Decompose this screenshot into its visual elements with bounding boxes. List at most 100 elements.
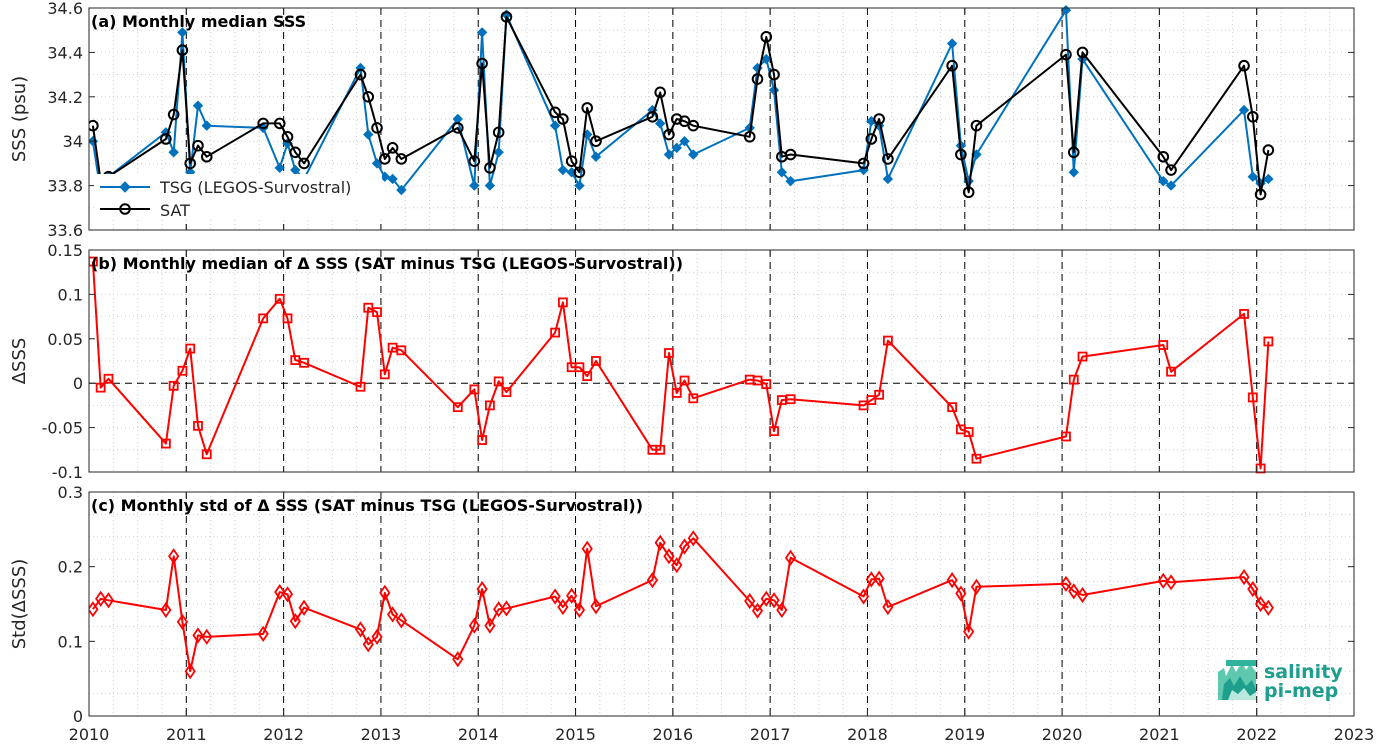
- data-point: [664, 348, 674, 358]
- data-point: [785, 175, 796, 187]
- data-point: [874, 389, 885, 400]
- data-point: [354, 68, 367, 81]
- data-point: [1247, 392, 1258, 403]
- x-tick-label: 2021: [1139, 725, 1180, 744]
- legend-label-tsg: TSG (LEGOS-Survostral): [159, 178, 351, 197]
- data-point: [484, 180, 496, 191]
- data-point: [776, 167, 788, 178]
- data-point: [476, 580, 488, 598]
- data-point: [1158, 340, 1169, 350]
- series-group: [89, 5, 1275, 201]
- data-point: [1247, 171, 1259, 182]
- data-point: [557, 113, 569, 125]
- data-point: [946, 59, 958, 72]
- axes-box: [88, 249, 1355, 473]
- data-point: [168, 380, 179, 391]
- data-point: [679, 135, 690, 147]
- data-point: [678, 115, 691, 128]
- data-point: [784, 148, 797, 161]
- data-point: [258, 313, 269, 324]
- data-point: [485, 400, 495, 411]
- x-tick-label: 2020: [1042, 725, 1083, 744]
- data-point: [678, 538, 691, 555]
- data-point: [687, 530, 699, 547]
- data-point: [873, 570, 885, 587]
- data-point: [866, 395, 877, 405]
- data-point: [882, 153, 894, 165]
- data-point: [955, 585, 967, 602]
- data-point: [582, 371, 593, 381]
- data-point: [177, 365, 188, 376]
- data-point: [1262, 599, 1274, 616]
- y-tick-label: 34.2: [47, 88, 83, 107]
- data-point: [1254, 595, 1267, 613]
- data-point: [785, 394, 796, 405]
- data-point: [744, 592, 756, 610]
- panel-title: (b) Monthly median of Δ SSS (SAT minus T…: [91, 254, 683, 273]
- y-tick-label: 0.1: [58, 285, 83, 304]
- logo-line2: pi-mep: [1264, 680, 1338, 702]
- data-point: [1263, 173, 1274, 185]
- legend-marker-sat: [119, 203, 131, 215]
- series-group: [89, 256, 1274, 474]
- data-point: [192, 139, 204, 152]
- y-tick-label: 34.6: [47, 0, 83, 18]
- data-point: [354, 621, 367, 638]
- data-point: [663, 149, 675, 160]
- data-point: [743, 130, 756, 143]
- data-point: [492, 126, 505, 139]
- legend-marker-tsg: [119, 181, 131, 193]
- data-point: [298, 599, 310, 616]
- data-point: [1060, 575, 1072, 592]
- x-tick-label: 2012: [263, 725, 304, 744]
- x-tick-label: 2017: [750, 725, 791, 744]
- y-tick-label: 0: [73, 374, 83, 393]
- y-tick-label: 0.1: [58, 632, 83, 651]
- data-point: [654, 534, 666, 551]
- data-point: [768, 592, 780, 609]
- series-line-0: [92, 537, 1269, 673]
- data-point: [573, 601, 586, 619]
- y-axis-label: ΔSSS: [9, 338, 30, 385]
- data-point: [185, 343, 196, 354]
- data-point: [298, 157, 310, 170]
- data-point: [387, 606, 399, 623]
- data-point: [476, 57, 488, 70]
- x-tick-label: 2015: [555, 725, 596, 744]
- data-point: [769, 426, 779, 437]
- data-point: [947, 402, 958, 413]
- data-point: [451, 122, 464, 134]
- data-point: [200, 150, 213, 163]
- x-tick-label: 2014: [458, 725, 499, 744]
- data-point: [299, 357, 309, 368]
- data-point: [201, 120, 212, 131]
- data-point: [379, 369, 390, 380]
- y-axis-label: SSS (psu): [9, 76, 30, 162]
- y-tick-label: 34: [63, 132, 83, 151]
- data-point: [857, 157, 870, 170]
- data-point: [857, 588, 870, 605]
- data-point: [201, 628, 213, 645]
- data-point: [89, 601, 99, 618]
- data-point: [688, 149, 699, 160]
- data-point: [160, 438, 171, 449]
- data-point: [363, 129, 374, 140]
- data-point: [274, 162, 285, 174]
- data-point: [1263, 336, 1274, 347]
- data-point: [160, 601, 172, 619]
- data-point: [946, 38, 958, 49]
- data-point: [581, 540, 593, 557]
- data-point: [1076, 46, 1089, 59]
- x-tick-label: 2019: [944, 725, 985, 744]
- data-point: [1061, 431, 1071, 442]
- data-point: [355, 381, 366, 392]
- data-point: [1067, 146, 1080, 159]
- data-point: [1158, 175, 1169, 187]
- y-tick-label: 34.4: [47, 43, 83, 62]
- series-group: [89, 530, 1274, 680]
- data-point: [281, 130, 294, 143]
- data-point: [371, 122, 383, 134]
- data-point: [671, 142, 682, 154]
- axes-box: [88, 7, 1355, 231]
- data-point: [865, 571, 877, 588]
